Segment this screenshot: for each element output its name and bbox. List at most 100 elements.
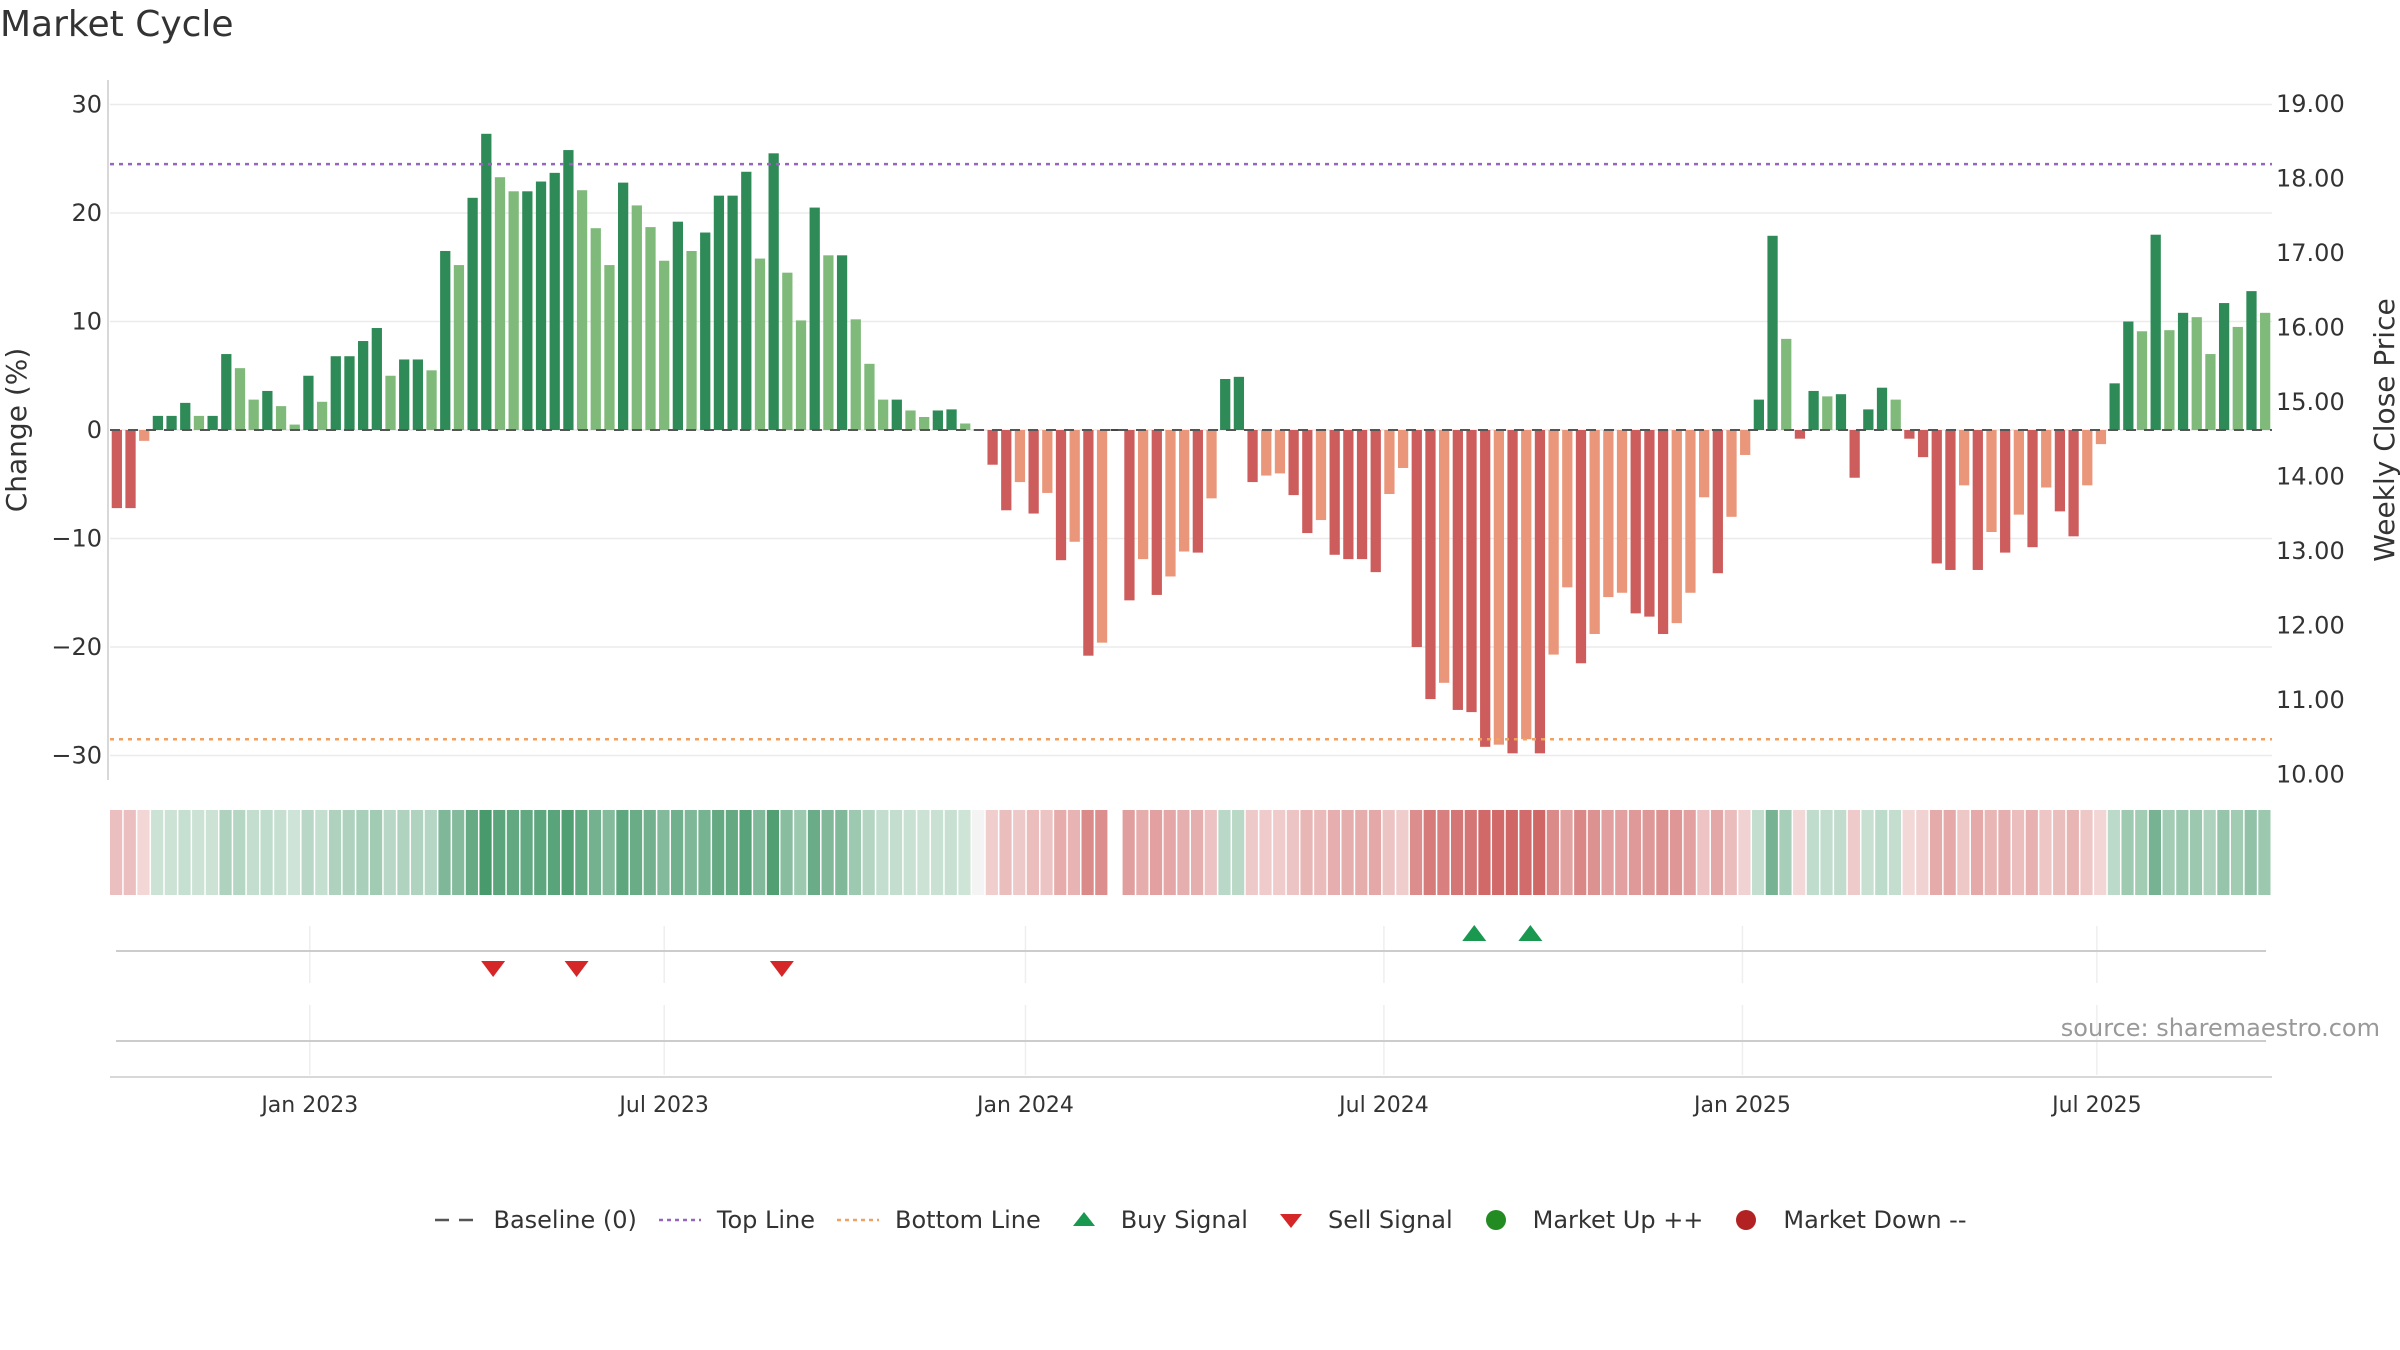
strip-cell [985,810,998,895]
strip-cell [1382,810,1395,895]
strip-cell [1587,810,1601,895]
bar [1726,430,1737,517]
bar [262,390,273,430]
strip-cell [944,810,957,895]
bar [1753,399,1764,430]
strip-cell [1505,810,1518,895]
legend: Baseline (0) Top Line Bottom Line Buy Signa… [0,1206,2400,1234]
strip-cell [903,810,916,895]
strip-cell [123,810,136,895]
y-axis-title: Change (%) [0,348,33,513]
bar [1904,430,1915,439]
y2-tick-label: 14.00 [2276,463,2345,491]
bar [1220,379,1231,430]
strip-cell [889,810,903,895]
strip-cell [356,810,369,895]
y2-axis-title: Weekly Close Price [2368,298,2400,561]
buy-signal-marker [1462,925,1487,941]
x-tick-label: Jul 2024 [1337,1093,1429,1118]
strip-cell [2148,810,2162,895]
bar [1274,430,1286,474]
strip-cell [561,810,574,895]
grid-layer [110,103,2272,1075]
strip-cell [369,810,383,895]
bar [2164,330,2175,430]
strip-cell [2039,810,2052,895]
strip-cell [1300,810,1313,895]
strip-cell [780,810,793,895]
bar [371,328,382,430]
bar [1466,430,1477,713]
strip-cell [2244,810,2257,895]
strip-cell [1450,810,1464,895]
strip-cell [1519,810,1532,895]
bar [1192,430,1203,553]
strip-cell [1642,810,1655,895]
strip-cell [1368,810,1382,895]
bar [1849,430,1860,478]
strip-cell [506,810,520,895]
y-tick-label: 20 [71,199,102,227]
strip-cell [1916,810,1929,895]
strip-cell [1232,810,1245,895]
bar [1767,235,1778,430]
strip-cell [1765,810,1778,895]
bar [358,341,369,430]
legend-label: Bottom Line [895,1206,1041,1234]
strip-cell [1437,810,1450,895]
bar [700,232,711,430]
bar [2218,303,2230,430]
bar [1151,430,1162,595]
bar [1397,430,1409,468]
legend-item-mdown: Market Down -- [1723,1206,1967,1234]
strip-cell [1355,810,1368,895]
strip-cell [2230,810,2244,895]
bar [1521,430,1532,740]
strip-cell [1929,810,1943,895]
bar [2232,326,2243,430]
bar [549,172,560,431]
bar [795,320,807,430]
strip-cell [2025,810,2038,895]
strip-cell [493,810,506,895]
strip-cell [1533,810,1546,895]
bar [1110,429,1121,431]
strip-cell [260,810,273,895]
bar [1411,430,1422,647]
bar [2068,430,2079,537]
bar [2082,430,2093,486]
strip-cell [876,810,889,895]
legend-item-top: Top Line [657,1206,815,1234]
strip-cell [739,810,752,895]
strip-cell [1724,810,1737,895]
strip-cell [1040,810,1053,895]
strip-cell [397,810,410,895]
strip-cell [2217,810,2230,895]
strip-cell [479,810,492,895]
strip-cell [2258,810,2271,895]
bar [877,399,889,430]
bar [330,356,341,430]
bar [1589,430,1600,634]
bar [1356,430,1368,560]
bar [1548,430,1559,655]
bar [1425,430,1436,700]
bar [2191,317,2202,430]
bar [1876,387,1888,430]
strip-cell [712,810,725,895]
strip-cell [1026,810,1039,895]
bar [1329,430,1340,555]
strip-cell [835,810,848,895]
bar [1206,430,1217,499]
strip-cell [205,810,218,895]
strip-cell [1888,810,1902,895]
bar [385,375,396,430]
x-tick-label: Jul 2025 [2050,1093,2142,1118]
bar [919,416,930,430]
sell-signal-marker [769,961,794,977]
strip-cell [1204,810,1217,895]
bar [932,410,943,430]
strip-cell [547,810,561,895]
bar [1315,430,1327,521]
y-tick-label: 30 [71,91,102,119]
